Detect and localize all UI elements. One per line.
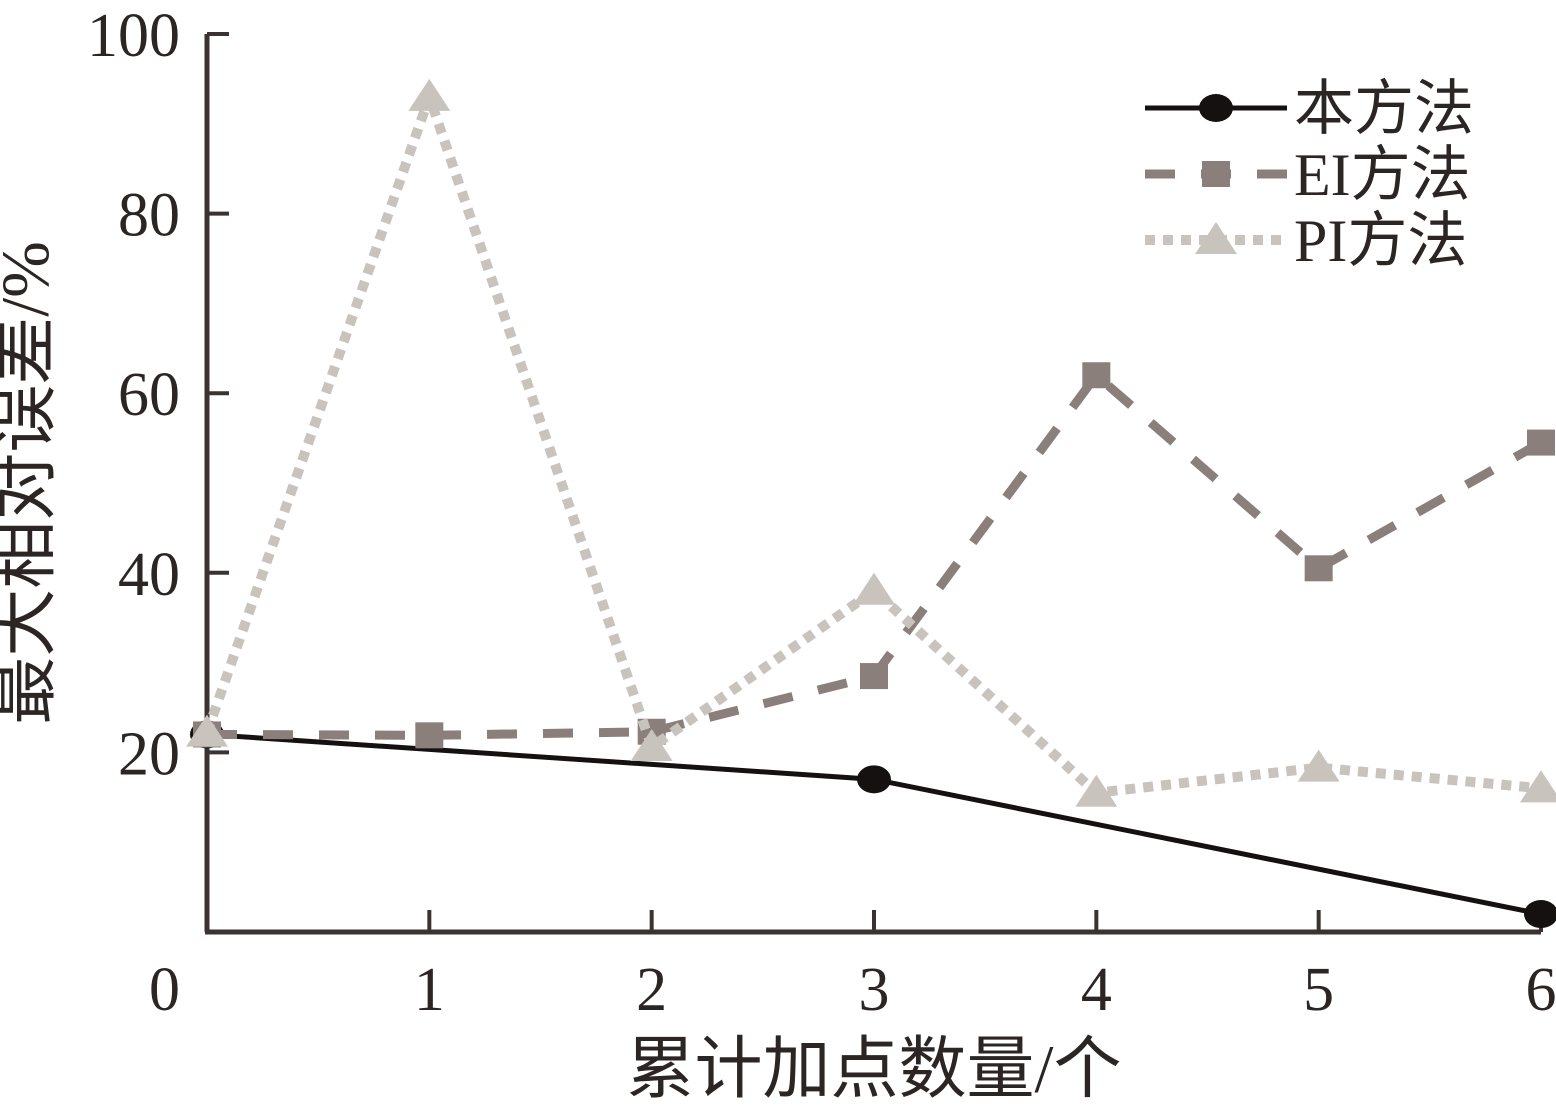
x-tick-label: 4 [1081, 956, 1112, 1024]
series-marker-ei-method [1304, 555, 1333, 582]
y-tick-label: 60 [118, 361, 180, 429]
legend-marker-ei-method [1202, 161, 1230, 187]
y-axis-title: 最大相对误差/% [0, 241, 63, 725]
legend-label-pi-method: PI方法 [1294, 208, 1467, 274]
y-tick-label: 80 [118, 182, 180, 250]
x-tick-label: 5 [1303, 956, 1334, 1024]
series-marker-pi-method [630, 729, 673, 762]
x-tick-label: 6 [1526, 956, 1556, 1024]
series-marker-pi-method [1520, 770, 1556, 803]
x-axis-title: 累计加点数量/个 [627, 1031, 1122, 1107]
legend-label-ei-method: EI方法 [1294, 142, 1471, 208]
series-marker-pi-method [1075, 774, 1118, 807]
y-tick-label: 100 [87, 2, 180, 70]
origin-label: 0 [149, 956, 180, 1024]
series-marker-pi-method [1297, 749, 1340, 782]
legend-marker-this-method [1199, 94, 1233, 122]
x-tick-label: 2 [636, 956, 667, 1024]
series-marker-ei-method [1082, 362, 1111, 389]
series-marker-pi-method [853, 572, 895, 605]
series-marker-pi-method [408, 78, 451, 111]
legend-marker-pi-method [1195, 222, 1237, 254]
x-tick-label: 1 [414, 956, 445, 1024]
series-marker-ei-method [1527, 429, 1555, 456]
y-tick-label: 20 [118, 720, 180, 788]
series-marker-ei-method [415, 722, 444, 749]
series-line-this-method [206, 731, 1542, 917]
x-tick-label: 3 [859, 956, 890, 1024]
series-marker-this-method [857, 765, 891, 794]
series-marker-this-method [1524, 900, 1556, 929]
y-tick-label: 40 [118, 541, 180, 609]
legend-label-this-method: 本方法 [1294, 76, 1474, 142]
series-marker-pi-method [186, 714, 228, 747]
series-marker-ei-method [860, 663, 888, 690]
